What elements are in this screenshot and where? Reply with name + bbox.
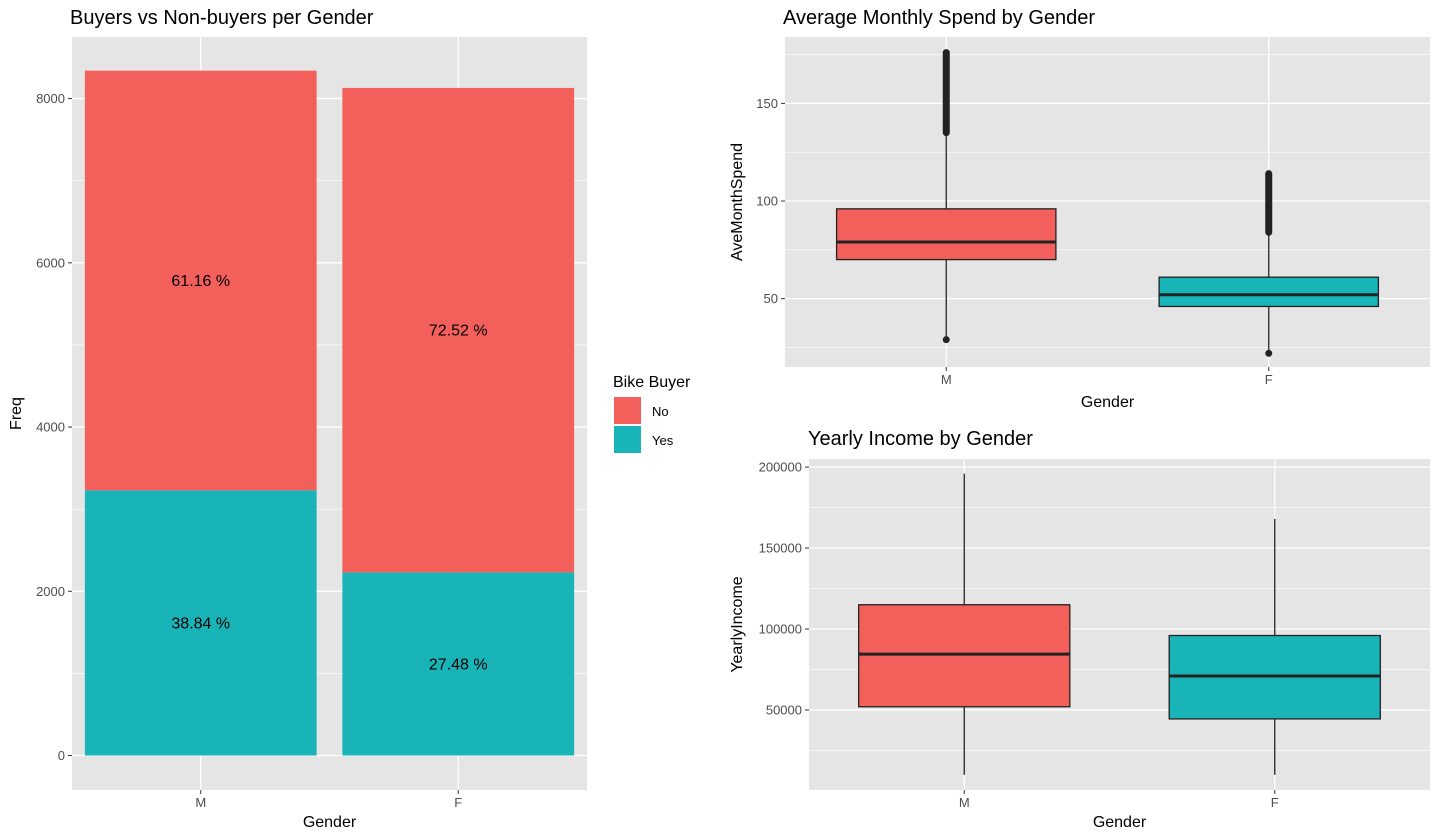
income-box-m bbox=[858, 604, 1071, 708]
legend: Bike Buyer No Yes bbox=[613, 374, 691, 453]
spend-boxes bbox=[835, 49, 1380, 357]
bar-y-tick-label: 2000 bbox=[36, 584, 65, 599]
income-y-axis-title: YearlyIncome bbox=[729, 576, 746, 672]
income-y-tick-label: 100000 bbox=[759, 622, 802, 637]
bar-no-m bbox=[84, 70, 317, 491]
income-y-tick-label: 200000 bbox=[759, 460, 802, 475]
spend-outlier-low-f bbox=[1265, 349, 1273, 357]
bar-y-tick-label: 0 bbox=[58, 748, 65, 763]
spend-y-tick-label: 50 bbox=[764, 291, 778, 306]
bar-yes-f bbox=[342, 572, 575, 756]
bar-y-axis-title: Freq bbox=[8, 397, 25, 430]
bar-y-tick-labels: 0 2000 4000 6000 8000 bbox=[36, 91, 72, 763]
legend-title: Bike Buyer bbox=[613, 374, 691, 391]
spend-x-tick-label: F bbox=[1265, 372, 1273, 387]
spend-boxplot-title: Average Monthly Spend by Gender bbox=[783, 7, 1095, 29]
income-y-tick-labels: 50000 100000 150000 200000 bbox=[759, 460, 809, 718]
bar-y-tick-label: 4000 bbox=[36, 420, 65, 435]
income-y-tick-label: 150000 bbox=[759, 541, 802, 556]
bar-yes-m bbox=[84, 490, 317, 756]
spend-boxplot-panel: Average Monthly Spend by Gender 50 100 150… bbox=[729, 7, 1430, 411]
income-boxplot-title: Yearly Income by Gender bbox=[808, 428, 1033, 450]
spend-box-f bbox=[1158, 276, 1380, 308]
spend-y-tick-label: 150 bbox=[756, 96, 778, 111]
spend-y-axis-title: AveMonthSpend bbox=[729, 143, 746, 261]
spend-box-m bbox=[835, 208, 1057, 261]
bar-label-no-m: 61.16 % bbox=[171, 273, 230, 290]
income-x-tick-label: F bbox=[1271, 795, 1279, 810]
income-y-tick-label: 50000 bbox=[766, 703, 802, 718]
bar-x-tick-label: M bbox=[195, 795, 206, 810]
income-x-axis-title: Gender bbox=[1093, 814, 1147, 831]
spend-plot-area bbox=[785, 37, 1430, 367]
bar-chart-panel: Buyers vs Non-buyers per Gender 38.84 % 6… bbox=[8, 7, 691, 831]
legend-label-no: No bbox=[652, 404, 669, 419]
bar-label-yes-f: 27.48 % bbox=[429, 656, 488, 673]
bars: 38.84 % 61.16 % 27.48 % 72.52 % bbox=[84, 70, 575, 756]
spend-x-tick-label: M bbox=[941, 372, 952, 387]
legend-key-yes bbox=[614, 426, 641, 453]
bar-x-axis-title: Gender bbox=[303, 814, 357, 831]
income-boxplot-panel: Yearly Income by Gender 50000 100000 15000… bbox=[729, 428, 1430, 831]
bar-label-no-f: 72.52 % bbox=[429, 323, 488, 340]
spend-outliers-high-f bbox=[1265, 170, 1273, 236]
bar-label-yes-m: 38.84 % bbox=[171, 615, 230, 632]
legend-label-yes: Yes bbox=[652, 433, 674, 448]
spend-outliers-high-m bbox=[942, 49, 950, 137]
bar-y-tick-label: 6000 bbox=[36, 255, 65, 270]
legend-key-no bbox=[614, 397, 641, 424]
bar-no-f bbox=[342, 87, 575, 573]
spend-x-axis-title: Gender bbox=[1081, 394, 1135, 411]
bar-y-tick-label: 8000 bbox=[36, 91, 65, 106]
spend-y-tick-label: 100 bbox=[756, 194, 778, 209]
bar-chart-title: Buyers vs Non-buyers per Gender bbox=[70, 7, 374, 29]
income-boxes bbox=[858, 473, 1381, 775]
bar-x-tick-label: F bbox=[454, 795, 462, 810]
income-x-tick-label: M bbox=[959, 795, 970, 810]
spend-y-tick-labels: 50 100 150 bbox=[756, 96, 785, 306]
spend-outlier-low-m bbox=[942, 336, 950, 344]
